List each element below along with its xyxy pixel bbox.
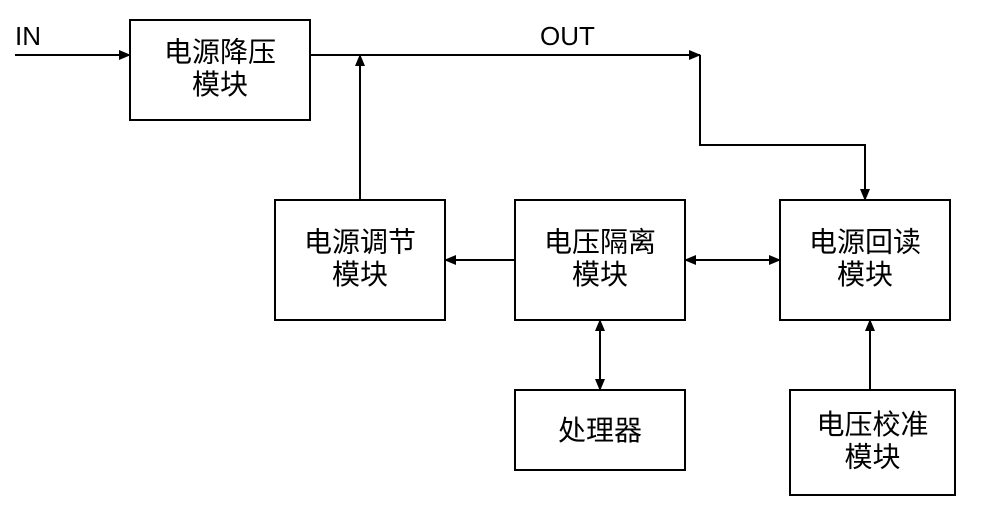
node-readback-label-1: 电源回读 [809,227,921,258]
node-isolation-label-1: 电压隔离 [544,227,656,258]
node-calibration-label-2: 模块 [844,441,900,472]
node-stepdown-label-1: 电源降压 [164,37,276,68]
label-out: OUT [540,21,595,51]
node-regulator-label-1: 电源调节 [304,227,416,258]
label-in: IN [15,21,41,51]
node-isolation: 电压隔离模块 [515,200,685,320]
node-processor: 处理器 [515,390,685,470]
node-readback-label-2: 模块 [837,259,893,290]
node-regulator: 电源调节模块 [275,200,445,320]
node-regulator-label-2: 模块 [332,259,388,290]
node-readback: 电源回读模块 [780,200,950,320]
flowchart-canvas: 电源降压模块电源调节模块电压隔离模块电源回读模块处理器电压校准模块 INOUT [0,0,1000,507]
node-stepdown: 电源降压模块 [130,20,310,120]
node-calibration: 电压校准模块 [790,390,955,495]
node-stepdown-label-2: 模块 [192,69,248,100]
edge-out-branch-down-to-readback [700,55,865,200]
node-calibration-label-1: 电压校准 [816,409,928,440]
node-isolation-label-2: 模块 [572,259,628,290]
node-processor-label-1: 处理器 [558,415,642,446]
